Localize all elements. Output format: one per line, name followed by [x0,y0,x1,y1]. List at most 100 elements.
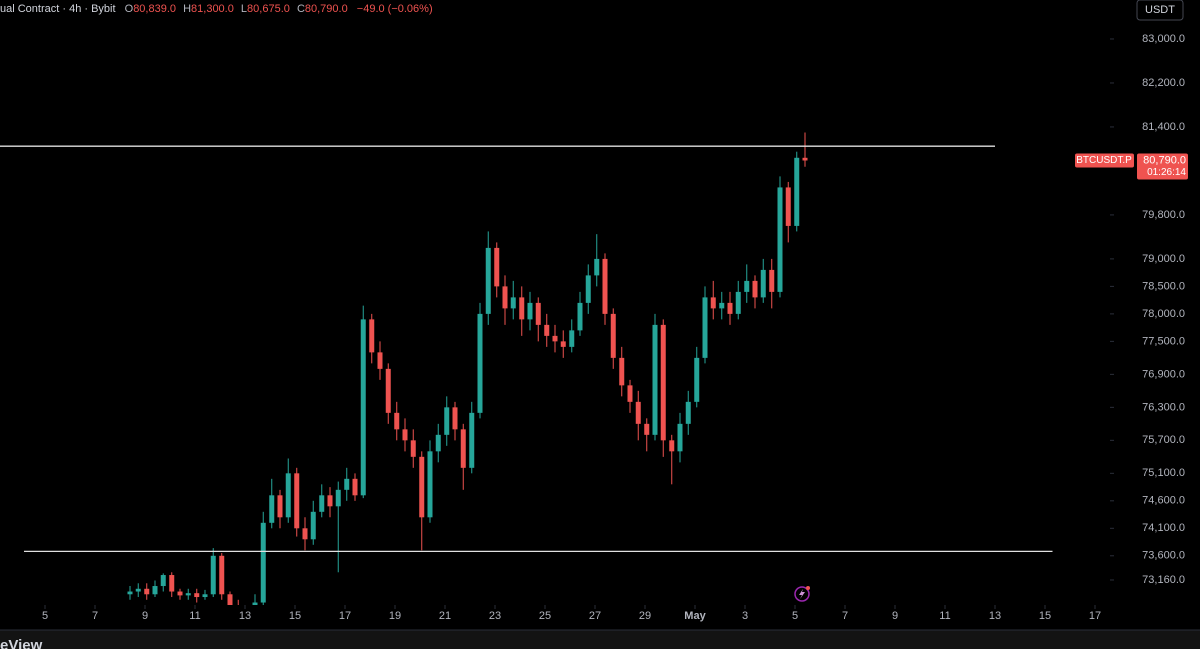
candle-body [527,302,533,320]
ohlc-value: 80,675.0 [247,3,290,15]
candle-body [444,407,450,435]
candle-body [219,555,225,595]
candle-body [544,324,550,336]
source: ual Contract · 4h · Bybit [0,3,116,15]
candle-body [585,275,591,303]
ohlc-label: L [241,3,247,15]
candle-body [319,495,325,512]
candle-body [377,352,383,369]
candle-body [127,591,133,595]
x-tick-label: 27 [589,610,601,622]
plot-area [0,132,1053,605]
candle-body [469,412,475,468]
price-tag-label: 80,790.0 [1143,154,1186,166]
y-tick-label: 75,700.0 [1142,434,1185,446]
candle-body [335,489,341,507]
candle-body [760,269,766,298]
candle-body [577,302,583,331]
candle-body [602,258,608,314]
candle-body [169,575,175,592]
y-tick-label: 76,300.0 [1142,401,1185,413]
candle-body [494,247,500,287]
x-tick-label: 17 [339,610,351,622]
currency-label: USDT [1145,4,1175,16]
candle-body [144,588,150,595]
candle-body [702,297,708,358]
candle-body [785,187,791,226]
x-tick-label: May [684,610,706,622]
candle-body [635,401,641,424]
candle-body [535,302,541,325]
candle-body [610,313,616,358]
lightning-icon [794,586,810,602]
candle-body [402,429,408,441]
y-tick-label: 74,100.0 [1142,522,1185,534]
candle-body [669,440,675,452]
candle-body [177,591,183,596]
candle-body [277,495,283,518]
candle-body [510,297,516,309]
candle-body [260,522,266,603]
currency-button[interactable] [1136,0,1184,21]
symbol-tag-label: BTCUSDT.P [1076,155,1132,166]
candle-body [777,187,783,292]
y-tick-label: 75,100.0 [1142,467,1185,479]
candle-body [185,593,191,596]
candle-body [710,297,716,309]
candle-body [427,451,433,518]
candle-body [660,324,666,441]
candle-body [435,434,441,452]
candle-body [519,297,525,320]
x-tick-label: 3 [742,610,748,622]
x-tick-label: 13 [989,610,1001,622]
candle-body [152,586,158,595]
y-tick-label: 82,200.0 [1142,77,1185,89]
candle-body [460,429,466,468]
x-tick-label: 15 [1039,610,1051,622]
candle-body [769,269,775,292]
x-tick-label: 15 [289,610,301,622]
candle-body [310,511,316,540]
footer-brand: eView [0,637,43,649]
x-tick-label: 11 [939,610,950,622]
x-tick-label: 29 [639,610,651,622]
footer-bar [0,630,1200,649]
candle-body [752,280,758,298]
change: −49.0 (−0.06%) [357,3,433,15]
candle-body [327,495,333,507]
y-tick-label: 77,500.0 [1142,335,1185,347]
candle-body [285,473,291,518]
x-tick-label: 17 [1089,610,1101,622]
candle-body [419,456,425,518]
x-tick-label: 23 [489,610,501,622]
legend-header: ual Contract · 4h · Bybit O80,839.0 H81,… [0,3,433,15]
ohlc-label: O [125,3,134,15]
y-tick-label: 78,500.0 [1142,280,1185,292]
candle-body [160,575,166,587]
candle-body [385,368,391,413]
candle-body [394,412,400,430]
ohlc-value: 80,839.0 [133,3,176,15]
x-tick-label: 9 [892,610,898,622]
candle-body [194,593,200,598]
ohlc-label: C [297,3,305,15]
candle-body [802,157,808,161]
candle-body [644,423,650,435]
ohlc-label: H [183,3,191,15]
candle-body [344,478,350,490]
x-tick-label: 13 [239,610,251,622]
x-tick-label: 5 [792,610,798,622]
candle-body [477,313,483,413]
y-tick-label: 76,900.0 [1142,368,1185,380]
y-tick-label: 74,600.0 [1142,495,1185,507]
symbol-tag [1075,153,1134,168]
candle-body [360,319,366,496]
candle-body [685,401,691,424]
candle-body [744,280,750,292]
candle-body [560,341,566,347]
candle-body [794,157,800,226]
y-tick-label: 83,000.0 [1142,33,1185,45]
candle-body [369,319,375,353]
candle-body [227,594,233,605]
